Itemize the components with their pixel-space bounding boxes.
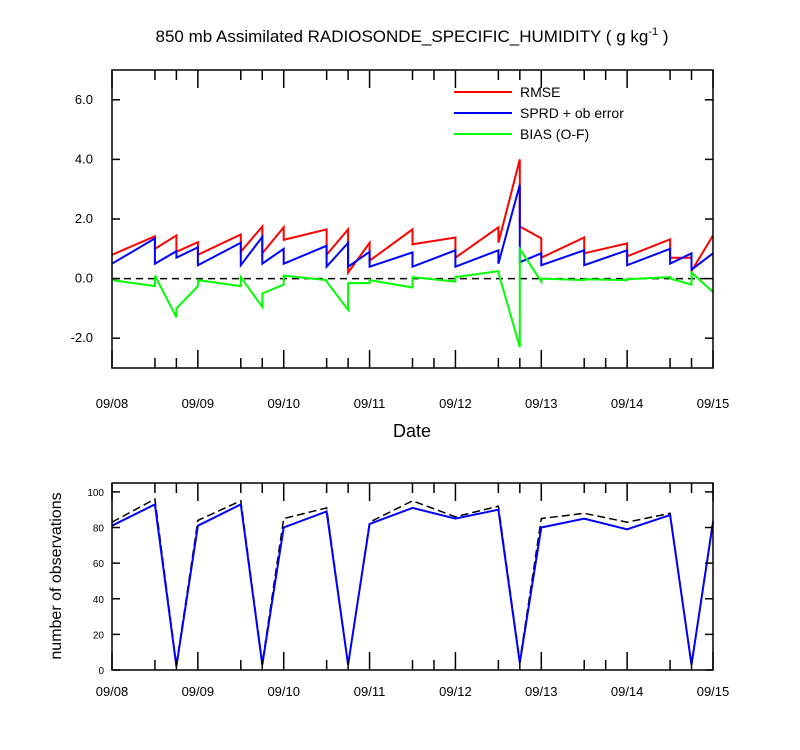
top-x-axis-label: Date [393, 421, 431, 441]
top-x-tick-label: 09/08 [96, 396, 129, 411]
top-x-tick-label: 09/15 [697, 396, 730, 411]
bottom-x-tick-label: 09/08 [96, 684, 129, 699]
top-series-bias-o-f [111, 245, 714, 348]
bottom-series-assimilated-observations [111, 502, 714, 667]
bottom-y-tick-label: 80 [93, 524, 105, 535]
top-y-tick-label: 2.0 [75, 211, 93, 226]
legend-label-rmse: RMSE [520, 84, 560, 100]
bottom-axes-group: 09/08 09/09 09/10 09/11 09/12 09/13 09/14 09/15… [87, 483, 729, 699]
top-x-tick-label: 09/12 [439, 396, 472, 411]
bottom-x-tick-label: 09/10 [267, 684, 300, 699]
top-axes-group: 09/08 09/09 09/10 09/11 09/12 09/13 09/14 09/15… [71, 70, 730, 411]
top-x-tick-label: 09/11 [354, 396, 386, 411]
bottom-x-tick-label: 09/14 [611, 684, 644, 699]
top-y-tick-label: 0.0 [75, 271, 93, 286]
bottom-y-tick-label: 60 [93, 559, 105, 570]
top-x-tick-label: 09/09 [182, 396, 215, 411]
legend-label-sprd-ob-error: SPRD + ob error [520, 105, 624, 121]
bottom-series-group [111, 497, 714, 667]
bottom-y-tick-label: 20 [93, 630, 105, 641]
top-x-tick-label: 09/14 [611, 396, 644, 411]
top-plot-frame [111, 69, 714, 369]
bottom-y-tick-label: 100 [87, 488, 104, 499]
top-y-tick-label: -2.0 [71, 330, 93, 345]
top-y-tick-label: 6.0 [75, 92, 93, 107]
bottom-y-tick-label: 40 [93, 595, 105, 606]
bottom-x-tick-label: 09/15 [697, 684, 730, 699]
chart-title: 850 mb Assimilated RADIOSONDE_SPECIFIC_H… [156, 26, 669, 46]
bottom-y-axis-label: number of observations [48, 492, 65, 659]
bottom-x-tick-label: 09/09 [182, 684, 215, 699]
bottom-x-tick-label: 09/13 [525, 684, 558, 699]
bottom-panel: 09/08 09/09 09/10 09/11 09/12 09/13 09/14 09/15… [48, 482, 729, 699]
legend: RMSE SPRD + ob error BIAS (O-F) [454, 84, 624, 142]
top-series-group [111, 159, 714, 348]
top-series-rmse [111, 159, 714, 276]
top-x-tick-label: 09/13 [525, 396, 558, 411]
top-y-tick-label: 4.0 [75, 151, 93, 166]
top-x-tick-label: 09/10 [267, 396, 300, 411]
bottom-x-tick-label: 09/11 [354, 684, 386, 699]
bottom-plot-frame [111, 482, 714, 671]
top-series-sprd-ob-error [111, 184, 714, 272]
legend-label-bias-o-f: BIAS (O-F) [520, 126, 589, 142]
top-panel: 09/08 09/09 09/10 09/11 09/12 09/13 09/14 09/15… [71, 69, 730, 441]
bottom-y-tick-label: 0 [98, 666, 104, 677]
bottom-x-tick-label: 09/12 [439, 684, 472, 699]
